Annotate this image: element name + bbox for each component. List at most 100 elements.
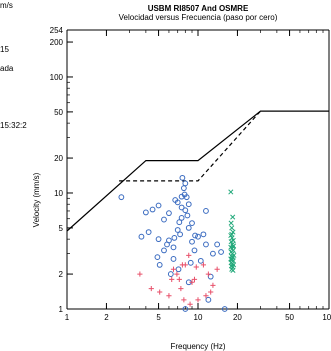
data-point-plus — [157, 289, 163, 295]
data-point-circle — [189, 220, 195, 227]
data-point-circle — [142, 209, 149, 216]
data-point-circle — [182, 180, 189, 187]
side-label-word: ada — [0, 64, 14, 73]
y-tick-label: 5 — [59, 224, 64, 233]
data-point-circle — [167, 271, 174, 277]
data-point-circle — [155, 236, 162, 243]
data-point-circle — [155, 202, 162, 209]
data-point-circle — [145, 229, 152, 236]
data-point-cross — [228, 220, 234, 226]
data-point-circle — [166, 210, 172, 217]
y-tick-label: 200 — [50, 38, 64, 47]
y-tick-label: 1 — [59, 305, 64, 314]
data-point-cross — [229, 231, 235, 237]
data-point-circle — [156, 261, 163, 268]
data-point-circle — [218, 249, 224, 255]
data-point-circle — [174, 227, 181, 233]
data-point-circle — [192, 232, 198, 239]
data-point-plus — [187, 301, 193, 307]
data-point-plus — [182, 262, 188, 268]
data-point-circle — [175, 266, 182, 273]
data-point-plus — [193, 264, 199, 270]
data-point-circle — [185, 225, 192, 231]
data-point-plus — [208, 289, 214, 295]
data-point-circle — [172, 197, 179, 203]
data-point-cross — [228, 189, 234, 195]
data-point-plus — [195, 297, 201, 303]
side-label-number: 15 — [0, 45, 9, 54]
y-tick-label: 254 — [50, 26, 64, 35]
data-point-circle — [179, 174, 186, 181]
data-point-circle — [203, 208, 209, 214]
data-point-circle — [195, 233, 201, 240]
data-point-cross — [230, 267, 236, 273]
data-point-plus — [210, 282, 216, 288]
data-point-circle — [205, 296, 212, 303]
data-point-circle — [189, 238, 195, 245]
data-point-plus — [148, 285, 154, 292]
usbm-limit-line — [66, 110, 329, 232]
data-point-circle — [138, 233, 145, 240]
side-label-units: m/s — [0, 1, 13, 10]
data-point-cross — [230, 214, 236, 220]
data-point-circle — [170, 244, 177, 251]
y-axis-label: Velocity (mm/s) — [32, 172, 41, 227]
y-tick-label: 100 — [50, 73, 64, 82]
data-point-cross — [230, 244, 236, 250]
data-point-plus — [189, 279, 195, 285]
osmre-limit-line — [119, 110, 261, 182]
data-point-circle — [197, 257, 204, 264]
data-point-circle — [161, 216, 167, 223]
data-point-circle — [149, 206, 156, 213]
y-tick-label: 10 — [54, 189, 63, 198]
data-point-plus — [205, 271, 211, 277]
data-point-circle — [178, 193, 185, 200]
chart-title: USBM RI8507 And OSMRE — [148, 4, 249, 13]
data-point-plus — [203, 293, 209, 299]
data-point-circle — [185, 201, 192, 208]
data-point-plus — [176, 276, 182, 282]
data-point-plus — [170, 266, 177, 272]
data-point-plus — [169, 276, 175, 282]
data-point-circle — [176, 219, 183, 226]
data-point-plus — [137, 271, 143, 277]
x-tick-label: 100 — [322, 313, 331, 322]
data-point-circle — [200, 231, 207, 238]
data-point-circle — [182, 207, 189, 214]
data-point-plus — [186, 252, 192, 258]
side-label-time: 15:32:2 — [0, 121, 27, 130]
x-tick-label: 50 — [285, 313, 294, 322]
data-point-circle — [154, 254, 161, 261]
data-point-plus — [174, 271, 180, 277]
x-tick-label: 1 — [65, 313, 70, 322]
data-point-circle — [118, 194, 125, 201]
x-tick-label: 2 — [104, 313, 109, 322]
chart-subtitle: Velocidad versus Frecuencia (paso por ce… — [119, 13, 278, 22]
data-point-circle — [191, 247, 198, 254]
data-point-circle — [178, 214, 185, 221]
data-point-circle — [164, 241, 170, 248]
data-point-circle — [178, 204, 185, 211]
data-point-cross — [229, 256, 235, 262]
x-axis-label: Frequency (Hz) — [170, 342, 225, 351]
data-point-plus — [181, 297, 187, 303]
data-point-circle — [170, 256, 177, 262]
data-point-circle — [184, 212, 191, 219]
x-tick-label: 20 — [233, 313, 242, 322]
data-point-plus — [214, 266, 220, 272]
data-point-circle — [214, 241, 221, 248]
data-point-plus — [166, 293, 172, 299]
y-tick-label: 20 — [54, 154, 63, 163]
data-point-plus — [191, 276, 198, 282]
data-point-circle — [180, 185, 187, 192]
data-point-cross — [229, 225, 235, 231]
y-tick-label: 50 — [54, 108, 63, 117]
y-tick-label: 2 — [59, 270, 64, 279]
data-point-circle — [203, 241, 209, 248]
data-point-plus — [178, 285, 184, 292]
x-tick-label: 5 — [156, 313, 161, 322]
data-point-circle — [161, 247, 167, 254]
plot-area: 1 2 5 10 20 50 100 1 2 5 10 20 50 100 200 254 — [50, 26, 331, 322]
